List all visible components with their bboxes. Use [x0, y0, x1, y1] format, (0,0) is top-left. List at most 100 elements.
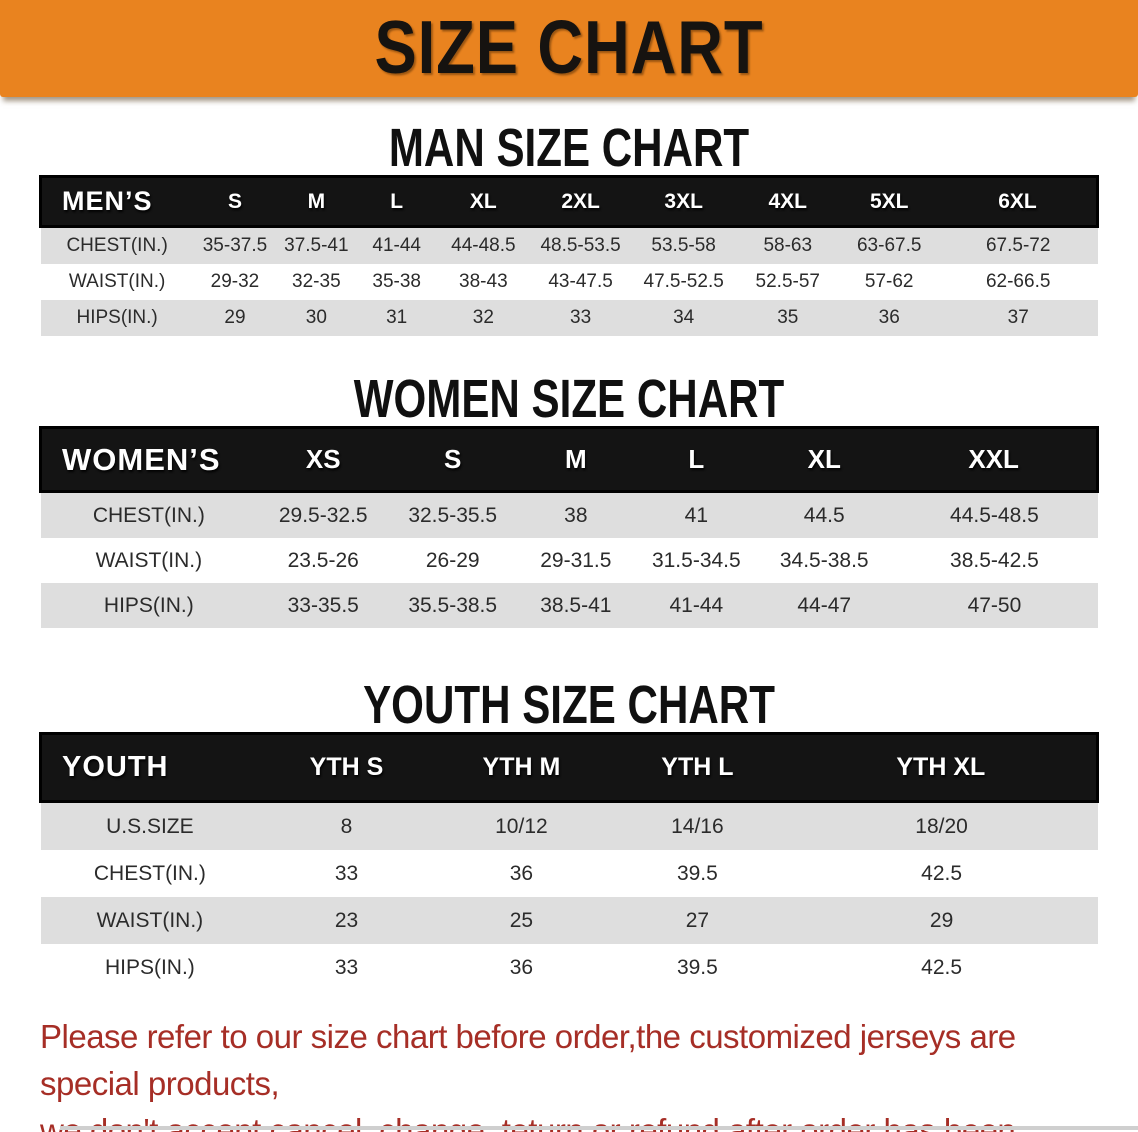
measurement-row: CHEST(IN.) 35-37.5 37.5-41 41-44 44-48.5 48.5…: [40, 226, 1098, 264]
measurement-row: CHEST(IN.) 29.5-32.5 32.5-35.5 38 41 44.5 44.5…: [40, 491, 1098, 538]
measurement-row: HIPS(IN.) 33 36 39.5 42.5: [40, 944, 1098, 991]
measurement-value: 35-38: [372, 271, 421, 292]
men-section-title: MAN SIZE CHART: [388, 118, 750, 178]
men-size-table: MEN’S S M L XL 2XL 3XL 4XL 5XL 6XL CHEST(IN.) 35-37…: [38, 175, 1099, 336]
size-header-row: MEN’S S M L XL 2XL 3XL 4XL 5XL 6XL: [38, 175, 1099, 228]
measurement-value: 10/12: [495, 814, 548, 838]
measurement-value: 47.5-52.5: [643, 271, 724, 292]
measurement-value: 42.5: [921, 861, 963, 885]
measurement-value: 41: [684, 503, 709, 527]
size-column-header: XL: [436, 175, 530, 228]
measurement-label: WAIST(IN.): [68, 271, 166, 292]
size-column-header: 3XL: [631, 175, 736, 228]
measurement-value: 38.5-41: [540, 593, 612, 617]
size-column-header: L: [635, 426, 758, 493]
measurement-value: 44.5-48.5: [950, 503, 1039, 527]
women-section-title: WOMEN SIZE CHART: [353, 369, 785, 429]
measurement-row: CHEST(IN.) 33 36 39.5 42.5: [40, 850, 1098, 897]
group-label: WOMEN’S: [39, 426, 258, 493]
size-column-header: XXL: [891, 426, 1100, 493]
group-label: YOUTH: [39, 732, 260, 803]
youth-size-table: YOUTH YTH S YTH M YTH L YTH XL U.S.SIZE 8 10/12…: [39, 732, 1099, 991]
measurement-value: 30: [305, 307, 327, 328]
size-header-row: YOUTH YTH S YTH M YTH L YTH XL: [39, 732, 1099, 803]
measurement-value: 25: [509, 908, 534, 932]
measurement-value: 39.5: [676, 955, 718, 979]
measurement-value: 41-44: [669, 593, 724, 617]
measurement-value: 36: [878, 307, 900, 328]
size-column-header: XL: [757, 426, 892, 493]
measurement-value: 29.5-32.5: [278, 503, 368, 527]
measurement-value: 23: [334, 908, 359, 932]
size-column-header: XS: [257, 426, 390, 493]
measurement-row: WAIST(IN.) 23 25 27 29: [40, 897, 1098, 944]
measurement-row: HIPS(IN.) 33-35.5 35.5-38.5 38.5-41 41-44 44-…: [40, 583, 1098, 628]
measurement-value: 38.5-42.5: [950, 548, 1039, 572]
measurement-label: CHEST(IN.): [92, 503, 205, 527]
measurement-label: CHEST(IN.): [66, 235, 168, 256]
size-header-row: WOMEN’S XS S M L XL XXL: [39, 426, 1100, 493]
measurement-value: 38: [564, 503, 588, 527]
measurement-value: 31: [386, 307, 408, 328]
measurement-value: 18/20: [915, 814, 968, 838]
measurement-value: 36: [509, 955, 534, 979]
measurement-value: 33: [334, 955, 359, 979]
measurement-value: 52.5-57: [755, 271, 820, 292]
measurement-value: 32: [472, 307, 494, 328]
measurement-value: 39.5: [676, 861, 718, 885]
measurement-value: 41-44: [372, 235, 421, 256]
measurement-value: 23.5-26: [287, 548, 359, 572]
women-size-table: WOMEN’S XS S M L XL XXL CHEST(IN.) 29.5-32.5 32.5…: [39, 426, 1100, 628]
size-column-header: YTH L: [609, 732, 786, 803]
measurement-value: 32.5-35.5: [408, 503, 498, 527]
measurement-value: 37.5-41: [284, 235, 349, 256]
measurement-value: 32-35: [292, 271, 341, 292]
measurement-value: 26-29: [425, 548, 480, 572]
measurement-row: U.S.SIZE 8 10/12 14/16 18/20: [40, 801, 1098, 850]
group-label: MEN’S: [38, 175, 194, 228]
size-column-header: 4XL: [735, 175, 840, 228]
measurement-label: HIPS(IN.): [104, 955, 195, 979]
measurement-value: 37: [1007, 307, 1029, 328]
measurement-value: 35: [777, 307, 799, 328]
measurement-value: 44-47: [797, 593, 852, 617]
measurement-value: 42.5: [921, 955, 963, 979]
size-column-header: 5XL: [839, 175, 939, 228]
measurement-label: HIPS(IN.): [76, 307, 158, 328]
measurement-value: 33: [570, 307, 592, 328]
measurement-value: 29: [929, 908, 954, 932]
size-column-header: 2XL: [529, 175, 632, 228]
measurement-value: 53.5-58: [651, 235, 716, 256]
measurement-value: 67.5-72: [985, 235, 1051, 256]
order-disclaimer: Please refer to our size chart before or…: [40, 1013, 1118, 1132]
size-column-header: S: [193, 175, 277, 228]
measurement-row: WAIST(IN.) 23.5-26 26-29 29-31.5 31.5-34.5 34…: [40, 538, 1098, 583]
measurement-value: 29-31.5: [540, 548, 612, 572]
measurement-value: 47-50: [967, 593, 1022, 617]
measurement-value: 62-66.5: [985, 271, 1051, 292]
measurement-value: 48.5-53.5: [540, 235, 621, 256]
size-column-header: 6XL: [938, 175, 1099, 228]
measurement-row: HIPS(IN.) 29 30 31 32 33 34 35 36 37: [40, 300, 1098, 336]
youth-section-title: YOUTH SIZE CHART: [363, 675, 775, 735]
measurement-value: 33: [334, 861, 359, 885]
measurement-value: 63-67.5: [856, 235, 922, 256]
measurement-value: 31.5-34.5: [651, 548, 741, 572]
measurement-value: 43-47.5: [548, 271, 613, 292]
measurement-label: U.S.SIZE: [106, 814, 194, 838]
measurement-value: 8: [340, 814, 353, 838]
measurement-value: 38-43: [459, 271, 508, 292]
size-column-header: S: [389, 426, 517, 493]
disclaimer-line-1: Please refer to our size chart before or…: [40, 1018, 1016, 1102]
measurement-value: 44-48.5: [451, 235, 516, 256]
measurement-value: 36: [509, 861, 534, 885]
measurement-value: 27: [685, 908, 710, 932]
measurement-row: WAIST(IN.) 29-32 32-35 35-38 38-43 43-47.5 47.…: [40, 264, 1098, 300]
size-column-header: L: [356, 175, 437, 228]
measurement-value: 58-63: [763, 235, 813, 256]
measurement-value: 57-62: [864, 271, 914, 292]
size-column-header: YTH S: [259, 732, 434, 803]
measurement-value: 35.5-38.5: [408, 593, 498, 617]
measurement-value: 33-35.5: [287, 593, 359, 617]
